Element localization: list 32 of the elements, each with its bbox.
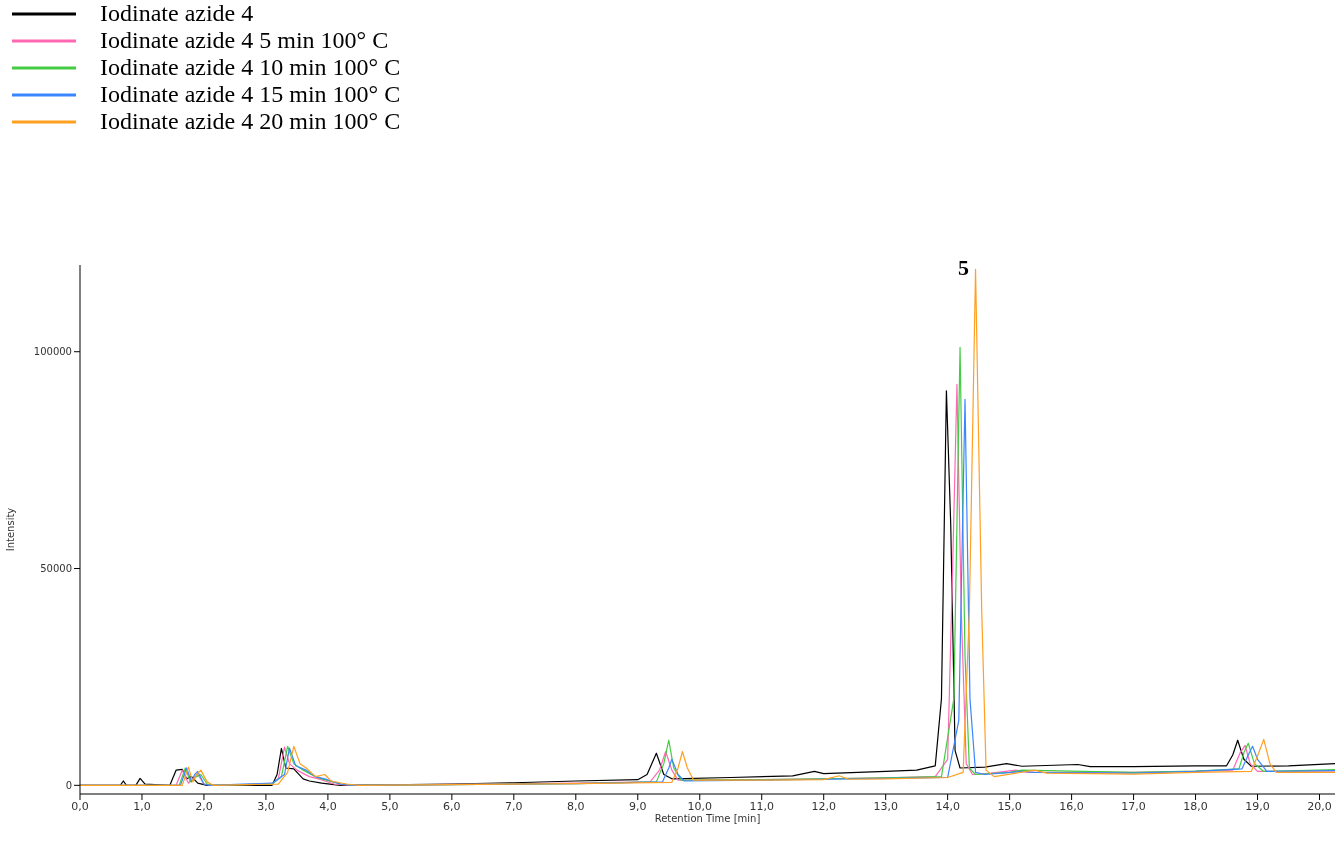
x-tick-label: 8,0 bbox=[567, 799, 585, 813]
x-tick-label: 19,0 bbox=[1245, 799, 1270, 813]
legend-label: Iodinate azide 4 bbox=[100, 0, 254, 27]
legend-label: Iodinate azide 4 10 min 100° C bbox=[100, 54, 401, 81]
x-tick-label: 0,0 bbox=[71, 799, 89, 813]
y-tick-label: 100000 bbox=[33, 346, 72, 358]
x-tick-label: 18,0 bbox=[1183, 799, 1208, 813]
legend-label: Iodinate azide 4 20 min 100° C bbox=[100, 108, 401, 135]
x-tick-label: 7,0 bbox=[505, 799, 523, 813]
x-tick-label: 9,0 bbox=[629, 799, 647, 813]
x-tick-label: 6,0 bbox=[443, 799, 461, 813]
x-tick-label: 2,0 bbox=[195, 799, 213, 813]
x-tick-label: 15,0 bbox=[997, 799, 1022, 813]
x-tick-label: 13,0 bbox=[873, 799, 898, 813]
x-tick-label: 12,0 bbox=[811, 799, 836, 813]
y-tick-label: 0 bbox=[65, 779, 72, 791]
x-tick-label: 16,0 bbox=[1059, 799, 1084, 813]
legend-label: Iodinate azide 4 5 min 100° C bbox=[100, 27, 389, 54]
x-tick-label: 14,0 bbox=[935, 799, 960, 813]
x-tick-label: 4,0 bbox=[319, 799, 337, 813]
x-tick-label: 3,0 bbox=[257, 799, 275, 813]
y-tick-label: 50000 bbox=[40, 563, 72, 575]
x-tick-label: 17,0 bbox=[1121, 799, 1146, 813]
x-tick-label: 20,0 bbox=[1307, 799, 1332, 813]
legend-label: Iodinate azide 4 15 min 100° C bbox=[100, 81, 401, 108]
x-tick-label: 10,0 bbox=[687, 799, 712, 813]
x-axis-title: Retention Time [min] bbox=[654, 813, 761, 824]
x-tick-label: 5,0 bbox=[381, 799, 399, 813]
annotation: 5 bbox=[958, 255, 969, 281]
x-tick-label: 11,0 bbox=[749, 799, 774, 813]
x-tick-label: 1,0 bbox=[133, 799, 151, 813]
y-axis-title: Intensity bbox=[4, 507, 16, 552]
